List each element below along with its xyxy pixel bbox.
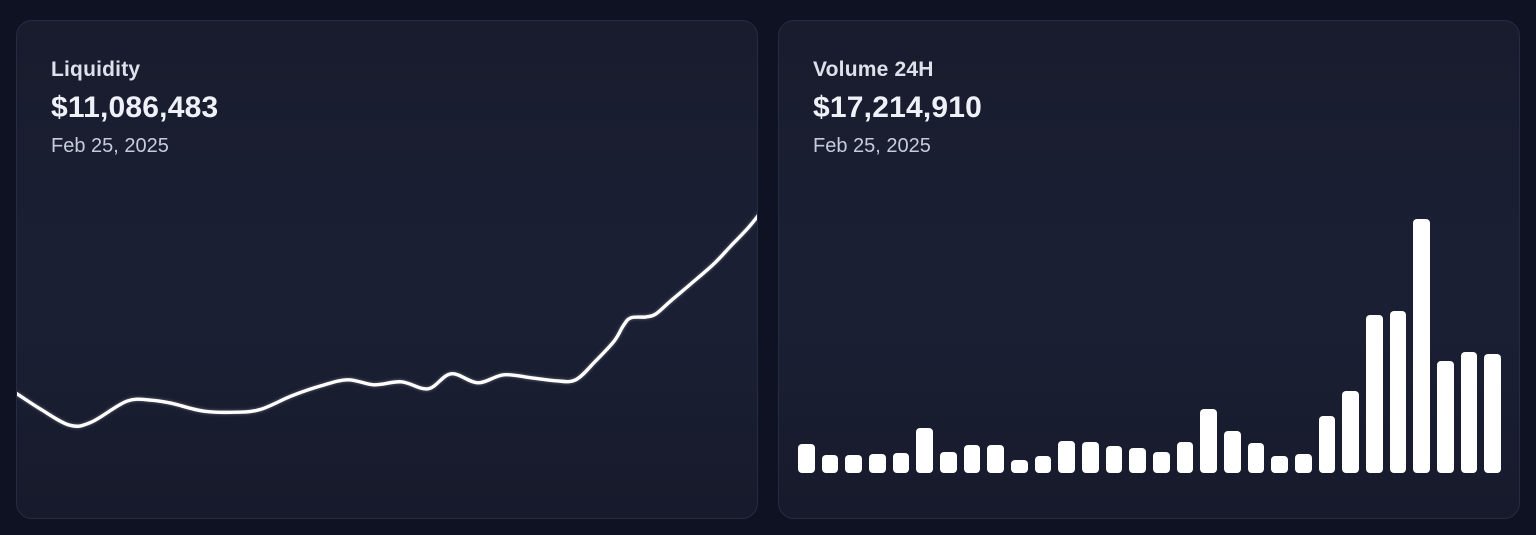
volume-bar[interactable] <box>1484 353 1501 473</box>
volume-bar[interactable] <box>1271 455 1288 473</box>
volume-bar[interactable] <box>1011 460 1028 473</box>
volume-card-title: Volume 24H <box>813 58 934 81</box>
volume-bar[interactable] <box>1034 455 1052 473</box>
volume-bar[interactable] <box>963 445 981 473</box>
volume-bar[interactable] <box>1295 453 1312 473</box>
volume-bar[interactable] <box>1105 446 1123 473</box>
volume-bar[interactable] <box>1413 219 1430 473</box>
volume-bar[interactable] <box>1247 443 1265 473</box>
liquidity-line-chart[interactable] <box>17 21 758 519</box>
volume-bar[interactable] <box>940 451 957 473</box>
liquidity-card: Liquidity $11,086,483 Feb 25, 2025 <box>16 20 758 519</box>
volume-card-value: $17,214,910 <box>813 91 983 124</box>
volume-bar[interactable] <box>1342 390 1359 473</box>
volume-bar[interactable] <box>869 453 886 473</box>
liquidity-card-header: Liquidity $11,086,483 Feb 25, 2025 <box>51 58 218 158</box>
volume-bar-chart[interactable] <box>798 219 1501 473</box>
volume-bar[interactable] <box>987 445 1004 473</box>
volume-bar[interactable] <box>1318 416 1336 473</box>
volume-bar[interactable] <box>1058 441 1075 473</box>
liquidity-line <box>17 214 757 428</box>
volume-bar[interactable] <box>1389 310 1407 473</box>
liquidity-card-date: Feb 25, 2025 <box>51 135 169 157</box>
volume-bar[interactable] <box>798 444 815 473</box>
volume-bar[interactable] <box>1224 431 1241 473</box>
liquidity-card-title: Liquidity <box>51 58 141 81</box>
volume-bar[interactable] <box>1200 409 1217 473</box>
volume-bar[interactable] <box>1176 442 1194 473</box>
volume-card-date: Feb 25, 2025 <box>813 135 931 157</box>
volume-card: Volume 24H $17,214,910 Feb 25, 2025 <box>778 20 1520 519</box>
volume-bar[interactable] <box>1437 361 1454 473</box>
volume-bar[interactable] <box>1082 442 1099 473</box>
volume-bar[interactable] <box>821 454 839 473</box>
volume-bar[interactable] <box>1129 448 1146 473</box>
volume-bar[interactable] <box>892 452 910 473</box>
volume-bar[interactable] <box>1366 315 1383 473</box>
volume-bar[interactable] <box>1153 451 1170 473</box>
volume-card-header: Volume 24H $17,214,910 Feb 25, 2025 <box>813 58 982 158</box>
volume-bar[interactable] <box>845 454 862 473</box>
liquidity-card-value: $11,086,483 <box>51 91 219 124</box>
volume-bar[interactable] <box>1460 352 1478 473</box>
volume-bar[interactable] <box>916 428 933 473</box>
